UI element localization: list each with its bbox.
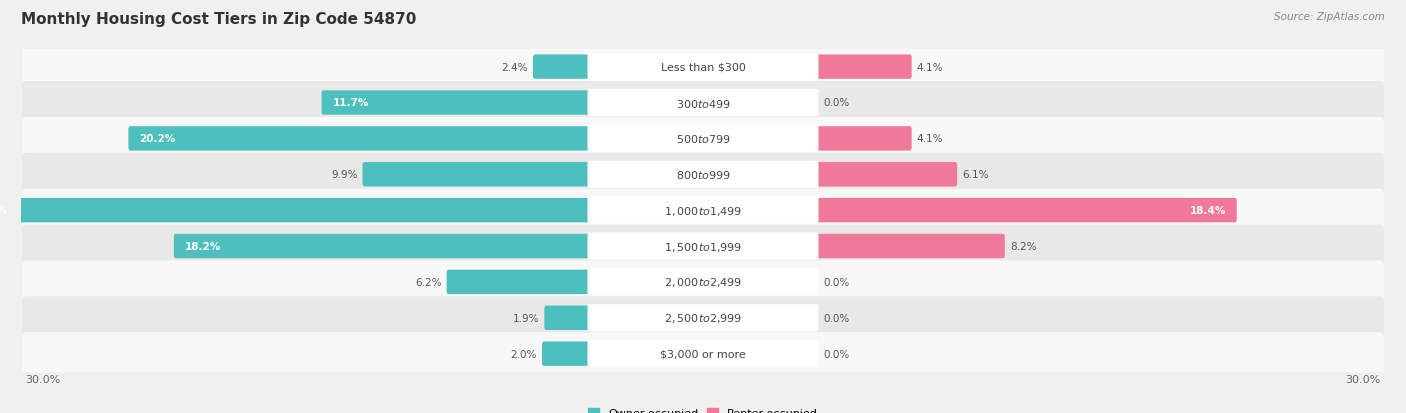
Text: Less than $300: Less than $300	[661, 62, 745, 72]
FancyBboxPatch shape	[544, 306, 591, 330]
Text: 4.1%: 4.1%	[917, 134, 943, 144]
Text: 18.4%: 18.4%	[1189, 206, 1226, 216]
Text: $1,500 to $1,999: $1,500 to $1,999	[664, 240, 742, 253]
FancyBboxPatch shape	[0, 199, 591, 223]
Text: 0.0%: 0.0%	[824, 313, 849, 323]
FancyBboxPatch shape	[22, 118, 1384, 161]
Text: 0.0%: 0.0%	[824, 277, 849, 287]
FancyBboxPatch shape	[22, 332, 1384, 375]
FancyBboxPatch shape	[174, 234, 591, 259]
FancyBboxPatch shape	[815, 234, 1005, 259]
Text: Monthly Housing Cost Tiers in Zip Code 54870: Monthly Housing Cost Tiers in Zip Code 5…	[21, 12, 416, 27]
Text: $1,000 to $1,499: $1,000 to $1,499	[664, 204, 742, 217]
FancyBboxPatch shape	[815, 199, 1237, 223]
FancyBboxPatch shape	[588, 197, 818, 224]
FancyBboxPatch shape	[588, 161, 818, 188]
FancyBboxPatch shape	[128, 127, 591, 151]
FancyBboxPatch shape	[588, 304, 818, 332]
Text: $2,000 to $2,499: $2,000 to $2,499	[664, 276, 742, 289]
FancyBboxPatch shape	[588, 268, 818, 296]
Text: 11.7%: 11.7%	[332, 98, 368, 108]
Text: $300 to $499: $300 to $499	[675, 97, 731, 109]
Text: 0.0%: 0.0%	[824, 349, 849, 359]
Text: 4.1%: 4.1%	[917, 62, 943, 72]
Text: Source: ZipAtlas.com: Source: ZipAtlas.com	[1274, 12, 1385, 22]
Text: $2,500 to $2,999: $2,500 to $2,999	[664, 311, 742, 325]
FancyBboxPatch shape	[447, 270, 591, 294]
FancyBboxPatch shape	[22, 46, 1384, 89]
FancyBboxPatch shape	[543, 342, 591, 366]
Text: 8.2%: 8.2%	[1010, 242, 1036, 252]
Text: 0.0%: 0.0%	[824, 98, 849, 108]
Text: $3,000 or more: $3,000 or more	[661, 349, 745, 359]
FancyBboxPatch shape	[22, 225, 1384, 268]
Text: 6.1%: 6.1%	[962, 170, 988, 180]
Text: 30.0%: 30.0%	[25, 375, 60, 385]
FancyBboxPatch shape	[588, 233, 818, 260]
FancyBboxPatch shape	[815, 55, 911, 80]
FancyBboxPatch shape	[815, 127, 911, 151]
FancyBboxPatch shape	[22, 189, 1384, 232]
Text: 2.0%: 2.0%	[510, 349, 537, 359]
FancyBboxPatch shape	[588, 340, 818, 368]
Text: 1.9%: 1.9%	[513, 313, 540, 323]
Text: $500 to $799: $500 to $799	[675, 133, 731, 145]
FancyBboxPatch shape	[322, 91, 591, 115]
Text: 18.2%: 18.2%	[184, 242, 221, 252]
Text: 2.4%: 2.4%	[502, 62, 529, 72]
FancyBboxPatch shape	[588, 126, 818, 153]
Text: $800 to $999: $800 to $999	[675, 169, 731, 181]
FancyBboxPatch shape	[22, 261, 1384, 304]
FancyBboxPatch shape	[533, 55, 591, 80]
Legend: Owner-occupied, Renter-occupied: Owner-occupied, Renter-occupied	[588, 408, 818, 413]
FancyBboxPatch shape	[363, 163, 591, 187]
FancyBboxPatch shape	[22, 82, 1384, 125]
FancyBboxPatch shape	[22, 297, 1384, 339]
FancyBboxPatch shape	[588, 54, 818, 81]
Text: 9.9%: 9.9%	[330, 170, 357, 180]
FancyBboxPatch shape	[588, 90, 818, 117]
FancyBboxPatch shape	[22, 153, 1384, 196]
Text: 6.2%: 6.2%	[415, 277, 441, 287]
Text: 27.6%: 27.6%	[0, 206, 7, 216]
FancyBboxPatch shape	[815, 163, 957, 187]
Text: 30.0%: 30.0%	[1346, 375, 1381, 385]
Text: 20.2%: 20.2%	[139, 134, 176, 144]
